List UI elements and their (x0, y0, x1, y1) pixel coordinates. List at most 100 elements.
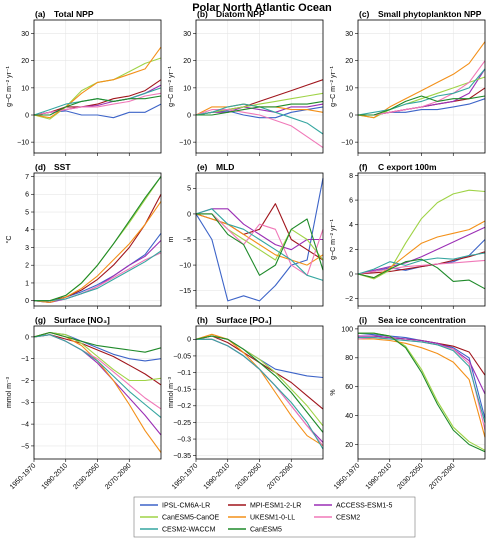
x-tick-label: 2030-2050 (72, 462, 101, 491)
series-line (195, 103, 324, 116)
panel-label: (c) (359, 9, 370, 19)
y-tick-label: 3 (25, 245, 29, 252)
y-tick-label: 10 (183, 85, 191, 92)
series-line (33, 334, 162, 419)
series-line (33, 92, 162, 116)
panel-8: 20 40 60 80 100 1950-1970 1990-2010 2030-2050 20… (330, 315, 486, 491)
y-axis-label: g−C m⁻² yr⁻¹ (6, 66, 13, 107)
x-tick-label: 2070-2090 (104, 462, 133, 491)
y-tick-label: −0.25 (173, 420, 191, 427)
series-line (33, 79, 162, 116)
panel-0: −10 0 10 20 30 (a) Total NPP g−C m⁻² yr⁻¹ (6, 9, 162, 156)
y-tick-label: 4 (25, 227, 29, 234)
y-tick-label: −0.1 (177, 370, 191, 377)
panel-label: (b) (197, 9, 208, 19)
legend-item: CESM2-WACCM (140, 527, 216, 534)
y-tick-label: −3 (21, 400, 29, 407)
legend-label: UKESM1-0-LL (250, 515, 295, 522)
panel-title: SST (54, 162, 71, 172)
legend-item: UKESM1-0-LL (228, 515, 295, 522)
legend: IPSL-CM6A-LR MPI-ESM1-2-LR ACCESS-ESM1-5 Ca… (133, 496, 416, 538)
y-tick-label: −0.15 (173, 387, 191, 394)
series-line (357, 68, 486, 116)
y-tick-label: −5 (21, 443, 29, 450)
y-tick-label: 2 (25, 263, 29, 270)
panel-title: Sea ice concentration (378, 315, 466, 325)
y-tick-label: 20 (183, 58, 191, 65)
series-line (33, 334, 162, 386)
series-line (33, 331, 162, 353)
y-tick-label: 6 (25, 192, 29, 199)
y-tick-label: −15 (179, 288, 191, 295)
panel-2: −10 0 10 20 30 (c) Small phytoplankton NPP g−C … (330, 9, 486, 156)
y-axis-label: % (330, 389, 337, 395)
panel-title: Surface [NO₃] (54, 315, 110, 325)
series-line (358, 95, 486, 116)
y-tick-label: 30 (345, 31, 353, 38)
y-tick-label: 1 (25, 280, 29, 287)
series-line (358, 337, 486, 424)
y-axis-label: g−C m⁻² yr⁻¹ (330, 219, 337, 260)
panel-label: (d) (35, 162, 46, 172)
series-line (196, 213, 324, 276)
y-tick-label: 0 (25, 112, 29, 119)
y-tick-label: −10 (17, 140, 29, 147)
series-line (195, 177, 324, 302)
y-tick-label: 20 (21, 58, 29, 65)
panel-title: Diatom NPP (216, 9, 265, 19)
y-tick-label: 6 (349, 197, 353, 204)
figure-title: Polar North Atlantic Ocean (192, 2, 332, 14)
series-line (357, 226, 486, 275)
legend-label: CanESM5-CanOE (162, 515, 220, 522)
y-tick-label: 100 (341, 326, 353, 333)
series-line (33, 201, 162, 304)
panel-1: −10 0 10 20 30 (b) Diatom NPP g−C m⁻² yr⁻¹ (168, 9, 324, 156)
y-tick-label: 8 (349, 173, 353, 180)
x-tick-label: 1990-2010 (41, 462, 70, 491)
y-tick-label: −4 (21, 422, 29, 429)
legend-item: CESM2 (314, 515, 360, 522)
series-line (358, 60, 486, 116)
y-tick-label: 60 (345, 384, 353, 391)
legend-item: MPI-ESM1-2-LR (228, 503, 301, 510)
y-tick-label: 0 (187, 112, 191, 119)
y-tick-label: 10 (345, 85, 353, 92)
series-line (358, 338, 486, 438)
y-tick-label: 0 (187, 211, 191, 218)
y-tick-label: 20 (345, 442, 353, 449)
series-line (33, 331, 162, 382)
y-tick-label: 0 (187, 337, 191, 344)
series-line (196, 338, 324, 450)
y-tick-label: −0.2 (177, 403, 191, 410)
x-tick-label: 1950-1970 (9, 462, 38, 491)
y-tick-label: −10 (179, 262, 191, 269)
panel-title: Total NPP (54, 9, 94, 19)
series-line (195, 208, 324, 281)
y-tick-label: 40 (345, 413, 353, 420)
legend-label: CESM2 (336, 515, 360, 522)
y-tick-label: 5 (187, 186, 191, 193)
x-tick-label: 2030-2050 (396, 462, 425, 491)
y-tick-label: 30 (183, 31, 191, 38)
legend-item: ACCESS-ESM1-5 (314, 503, 393, 510)
series-line (358, 332, 486, 453)
series-line (357, 252, 486, 275)
series-line (357, 259, 486, 275)
y-tick-label: 5 (25, 209, 29, 216)
y-axis-label: g−C m⁻² yr⁻¹ (330, 66, 337, 107)
series-line (357, 189, 486, 280)
legend-label: MPI-ESM1-2-LR (250, 503, 301, 510)
series-line (195, 109, 324, 149)
y-tick-label: 0 (25, 334, 29, 341)
y-tick-label: 20 (345, 58, 353, 65)
panel-4: −15 −10 −5 0 5 (e) MLD m (168, 162, 324, 309)
panel-7: −0.35 −0.3 −0.25 −0.2 −0.15 −0.1 −0.05 0 1950-19… (168, 315, 324, 491)
series-line (195, 92, 324, 116)
y-tick-label: 4 (349, 222, 353, 229)
legend-item: CanESM5 (228, 527, 282, 534)
y-axis-label: g−C m⁻² yr⁻¹ (168, 66, 175, 107)
y-tick-label: 2 (349, 247, 353, 254)
x-tick-label: 1990-2010 (203, 462, 232, 491)
y-axis-label: m (168, 236, 175, 242)
x-tick-label: 1950-1970 (171, 462, 200, 491)
